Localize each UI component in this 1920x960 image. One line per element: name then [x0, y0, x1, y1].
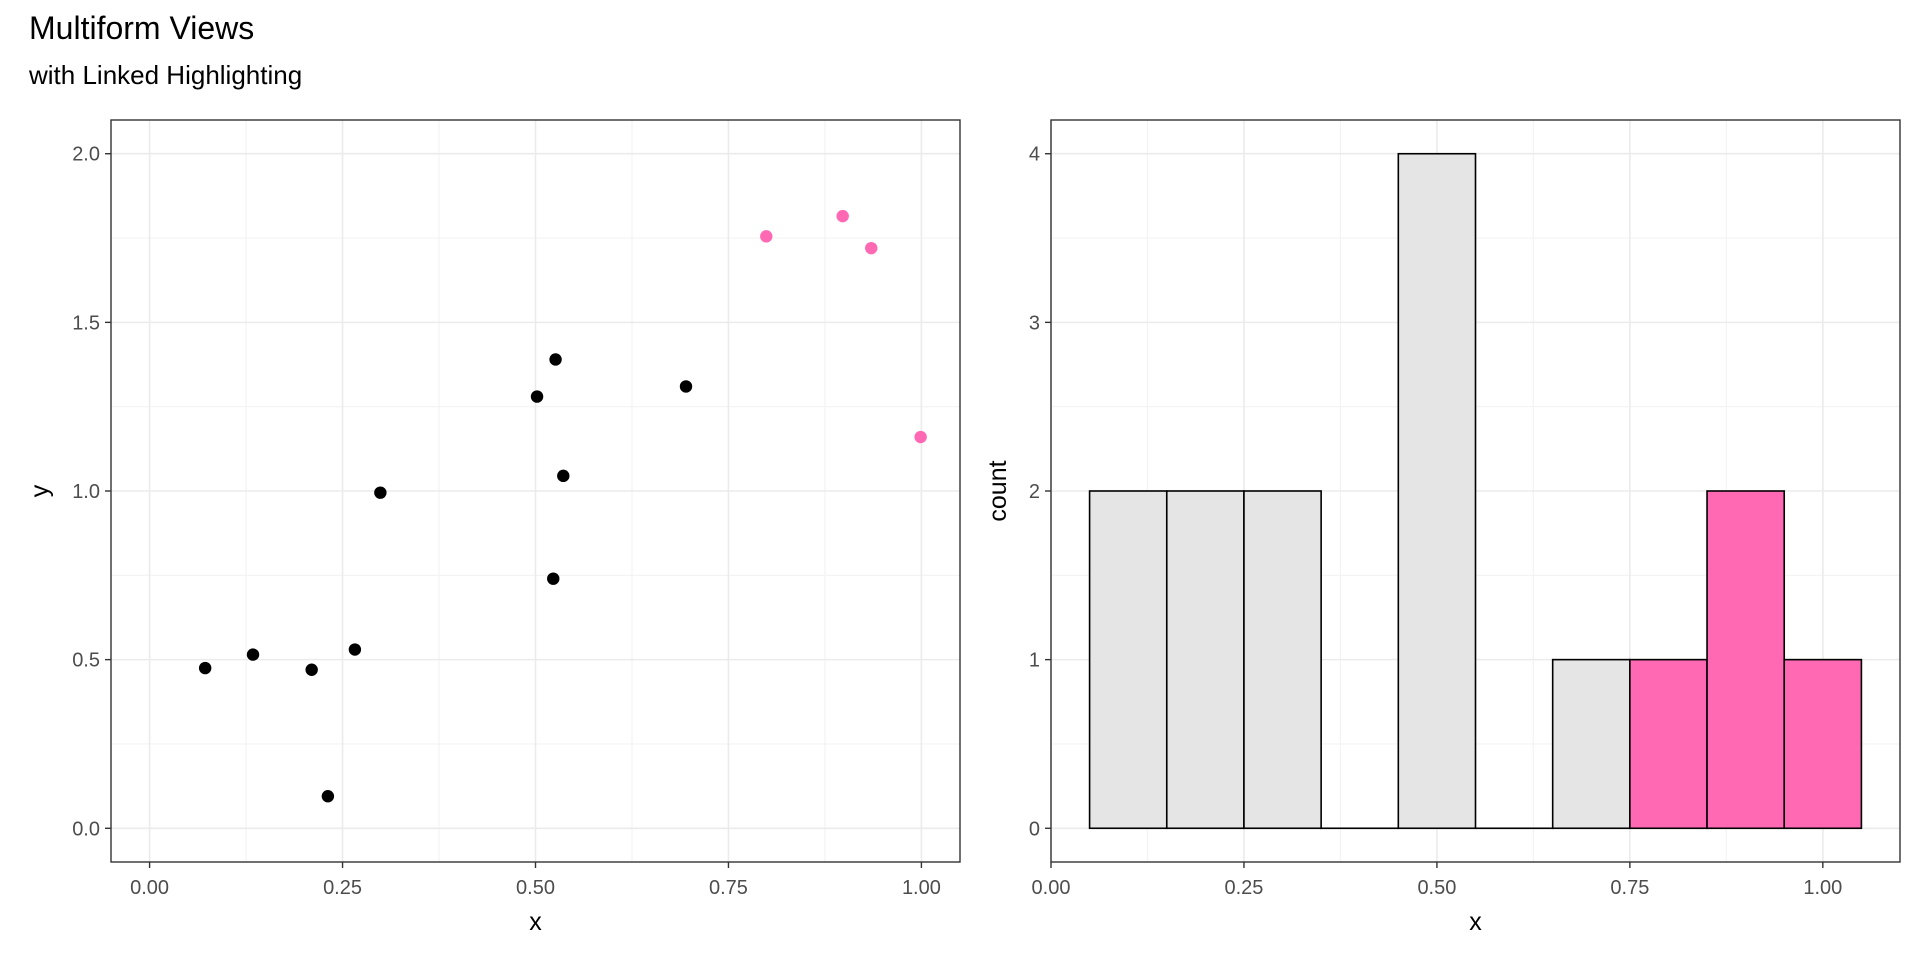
scatter-point-highlighted — [760, 230, 773, 243]
y-tick-label: 1 — [1029, 650, 1040, 672]
x-tick-label: 1.00 — [902, 877, 941, 899]
x-axis-title: x — [529, 908, 542, 936]
y-tick-label: 2 — [1029, 481, 1040, 503]
histogram-bar-highlighted — [1629, 658, 1708, 830]
histogram-panel: 0.00 0.25 0.50 0.75 1.00 0 1 2 3 4 x count — [984, 119, 1901, 936]
x-tick-label: 0.50 — [1417, 877, 1456, 899]
figure-subtitle: with Linked Highlighting — [29, 60, 303, 90]
scatter-point — [305, 663, 318, 676]
y-axis-title: count — [984, 460, 1012, 521]
y-tick-label: 2.0 — [72, 144, 100, 166]
x-tick-label: 0.75 — [709, 877, 748, 899]
x-tick-label: 0.00 — [130, 877, 169, 899]
y-tick-label: 0.0 — [72, 818, 100, 840]
scatter-point-highlighted — [836, 209, 849, 223]
scatter-point — [374, 486, 387, 499]
histogram-bar — [1397, 152, 1477, 830]
histogram-bar-highlighted — [1783, 658, 1863, 830]
scatter-point — [679, 380, 693, 393]
y-tick-label: 1.0 — [72, 481, 100, 503]
histogram-bar — [1551, 658, 1631, 830]
scatter-point — [321, 790, 335, 803]
scatter-panel: 0.00 0.25 0.50 0.75 1.00 0.0 0.5 1.0 1.5 2.0 x y — [26, 119, 961, 936]
x-axis-title: x — [1469, 908, 1482, 936]
histogram-bar — [1088, 490, 1168, 830]
x-tick-label: 1.00 — [1803, 877, 1842, 899]
x-tick-label: 0.25 — [1224, 877, 1263, 899]
y-tick-label: 3 — [1029, 312, 1040, 334]
histogram-bar-highlighted — [1706, 490, 1786, 830]
scatter-point — [547, 572, 560, 585]
x-tick-label: 0.25 — [323, 877, 362, 899]
scatter-point — [198, 661, 212, 675]
x-tick-label: 0.50 — [516, 877, 555, 899]
y-tick-label: 0.5 — [72, 650, 100, 672]
scatter-point — [530, 390, 544, 403]
scatter-point — [246, 648, 260, 661]
x-tick-label: 0.75 — [1610, 877, 1649, 899]
scatter-point-highlighted — [914, 430, 927, 444]
scatter-point-highlighted — [865, 241, 878, 255]
y-tick-label: 4 — [1029, 144, 1040, 166]
y-tick-label: 0 — [1029, 818, 1040, 840]
scatter-point — [549, 353, 562, 366]
scatter-point — [348, 643, 362, 656]
y-axis-title: y — [26, 484, 54, 497]
histogram-bar — [1165, 490, 1245, 830]
x-tick-label: 0.00 — [1032, 877, 1071, 899]
scatter-point — [557, 469, 570, 483]
figure-title: Multiform Views — [29, 10, 255, 46]
histogram-bar — [1243, 490, 1322, 830]
y-tick-label: 1.5 — [72, 312, 100, 334]
